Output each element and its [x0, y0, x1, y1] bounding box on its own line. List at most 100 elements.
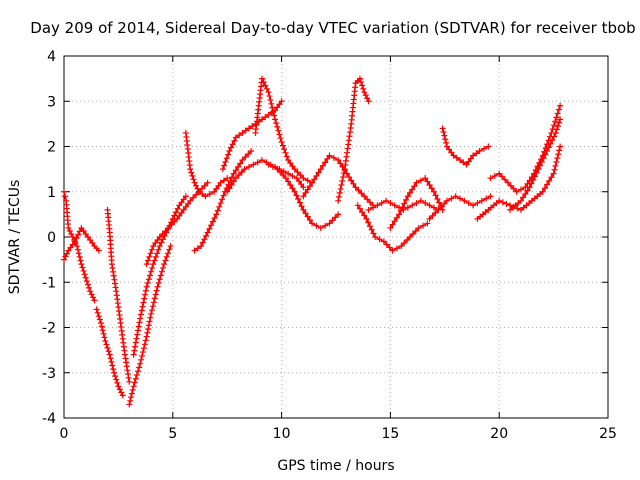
y-tick-label: 0 — [47, 230, 56, 246]
data-point-marker — [432, 192, 439, 199]
data-point-marker — [156, 243, 163, 250]
data-point-marker — [114, 379, 121, 386]
data-point-marker — [228, 181, 235, 188]
data-point-marker — [73, 235, 80, 242]
data-point-marker — [304, 186, 311, 193]
y-tick-label: 3 — [47, 94, 56, 110]
data-point-marker — [95, 247, 102, 254]
data-point-marker — [372, 234, 379, 240]
data-point-marker — [149, 303, 156, 310]
x-tick-label: 25 — [599, 426, 617, 442]
series-track-5 — [126, 243, 174, 408]
data-point-marker — [348, 177, 355, 184]
data-point-marker — [111, 369, 118, 376]
data-point-marker — [122, 355, 129, 362]
data-point-marker — [84, 281, 91, 288]
data-point-marker — [80, 267, 87, 274]
data-point-marker — [187, 197, 194, 204]
data-point-marker — [176, 212, 183, 219]
data-point-marker — [193, 182, 200, 189]
data-point-marker — [478, 197, 485, 204]
data-point-marker — [426, 202, 433, 209]
data-point-marker — [132, 375, 139, 382]
series-track-10 — [219, 98, 285, 173]
data-point-marker — [417, 197, 424, 204]
data-point-marker — [556, 119, 563, 126]
data-point-marker — [134, 327, 141, 334]
data-point-marker — [242, 127, 249, 134]
data-point-marker — [504, 179, 511, 186]
data-point-marker — [226, 148, 233, 155]
data-point-marker — [352, 184, 359, 191]
series-line — [254, 76, 313, 184]
data-point-marker — [544, 181, 551, 188]
data-point-marker — [298, 203, 305, 210]
data-point-marker — [189, 172, 196, 179]
data-point-marker — [480, 145, 487, 152]
data-point-marker — [89, 240, 96, 247]
data-point-marker — [370, 230, 377, 237]
data-point-marker — [311, 176, 318, 183]
data-point-marker — [165, 250, 172, 257]
data-point-marker — [136, 364, 143, 371]
data-point-marker — [302, 210, 309, 217]
data-point-marker — [289, 172, 296, 179]
data-point-marker — [219, 196, 226, 203]
data-point-marker — [502, 176, 509, 183]
data-point-marker — [439, 125, 446, 132]
data-point-marker — [146, 318, 153, 325]
data-point-marker — [202, 232, 209, 239]
data-point-marker — [550, 170, 557, 177]
data-point-marker — [208, 222, 215, 229]
data-point-marker — [266, 93, 273, 100]
data-point-marker — [96, 316, 103, 323]
data-point-marker — [110, 268, 117, 275]
data-point-marker — [178, 209, 185, 216]
series-track-21 — [474, 143, 564, 222]
data-point-marker — [555, 106, 562, 113]
series-track-13 — [265, 161, 342, 231]
data-point-marker — [108, 261, 115, 268]
data-point-marker — [275, 127, 282, 134]
data-point-marker — [470, 202, 477, 209]
data-point-marker — [552, 162, 559, 169]
data-point-marker — [156, 234, 163, 240]
data-point-marker — [215, 182, 222, 189]
data-point-marker — [380, 238, 387, 245]
data-point-marker — [550, 122, 557, 129]
data-point-marker — [279, 142, 286, 149]
data-point-marker — [142, 287, 149, 294]
data-point-marker — [450, 152, 457, 159]
data-point-marker — [108, 358, 115, 365]
data-point-marker — [549, 137, 556, 144]
data-point-marker — [155, 246, 162, 253]
data-point-marker — [91, 297, 98, 304]
data-point-marker — [167, 243, 174, 250]
data-point-marker — [326, 220, 333, 227]
data-point-marker — [429, 212, 436, 219]
data-point-marker — [110, 366, 117, 373]
data-point-marker — [548, 174, 555, 181]
data-point-marker — [460, 159, 467, 166]
data-point-marker — [158, 268, 165, 275]
data-point-marker — [83, 278, 90, 285]
data-point-marker — [156, 276, 163, 283]
data-point-marker — [361, 89, 368, 96]
data-point-marker — [409, 230, 416, 237]
data-point-marker — [424, 220, 431, 227]
data-point-marker — [201, 182, 208, 189]
data-point-marker — [365, 98, 372, 105]
data-point-marker — [537, 162, 544, 169]
data-point-marker — [81, 271, 88, 278]
data-point-marker — [145, 326, 152, 333]
data-point-marker — [401, 200, 408, 207]
data-point-marker — [173, 209, 180, 216]
data-point-marker — [335, 193, 342, 200]
data-point-marker — [237, 160, 244, 167]
data-point-marker — [386, 244, 393, 251]
data-point-marker — [443, 139, 450, 146]
data-point-marker — [62, 193, 69, 200]
data-point-marker — [557, 143, 564, 150]
data-point-marker — [86, 284, 93, 291]
